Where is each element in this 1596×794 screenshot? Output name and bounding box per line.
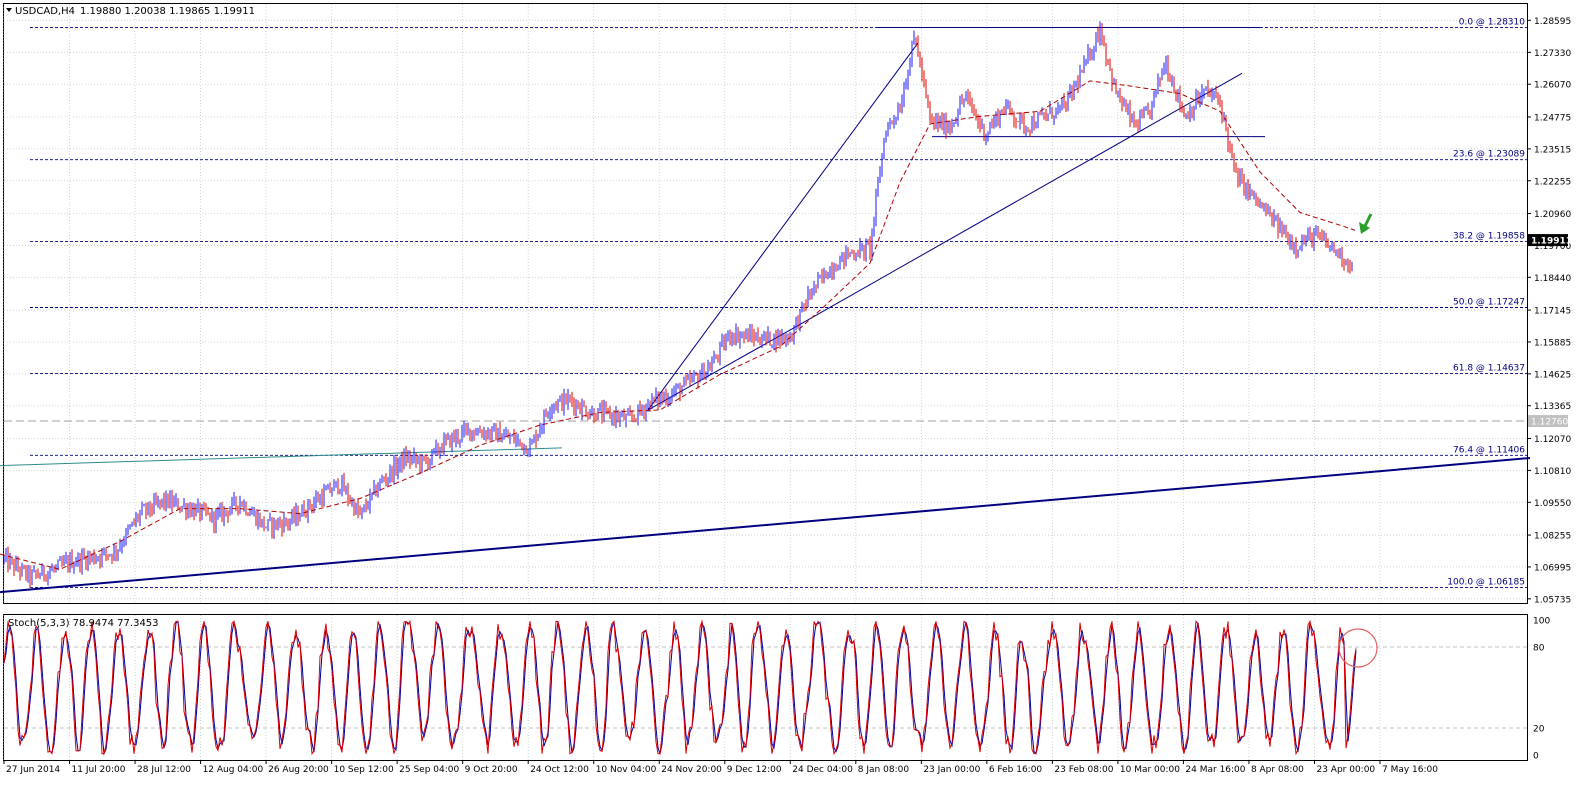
time-tick-label: 12 Aug 04:00 — [203, 765, 264, 775]
symbol-caption: USDCAD,H4 — [15, 6, 75, 17]
price-tick-label: 1.26070 — [1534, 81, 1571, 91]
time-tick-label: 10 Sep 12:00 — [334, 765, 394, 775]
horizontal-level-tag — [1528, 415, 1568, 428]
trendline[interactable] — [791, 72, 1243, 330]
time-tick-label: 24 Nov 20:00 — [661, 765, 722, 775]
fib-label: 38.2 @ 1.19858 — [1453, 231, 1525, 241]
fib-label: 61.8 @ 1.14637 — [1453, 364, 1525, 374]
ohlc-caption: 1.19880 1.20038 1.19865 1.19911 — [80, 6, 255, 17]
time-tick-label: 9 Oct 20:00 — [465, 765, 518, 775]
price-tick-label: 1.08255 — [1534, 532, 1571, 542]
stoch-tick-label: 0 — [1533, 752, 1539, 762]
price-tick-label: 1.23515 — [1534, 145, 1571, 155]
time-tick-label: 24 Mar 16:00 — [1185, 765, 1245, 775]
green-arrow-icon — [1359, 213, 1373, 234]
time-tick-label: 26 Aug 20:00 — [268, 765, 329, 775]
price-tick-label: 1.19700 — [1534, 242, 1571, 252]
fib-label: 23.6 @ 1.23089 — [1453, 150, 1525, 160]
trendline[interactable] — [0, 456, 1531, 594]
horizontal-level[interactable]: 1.12760 — [4, 415, 1568, 428]
price-tick-label: 1.28595 — [1534, 17, 1571, 27]
price-tick-label: 1.09550 — [1534, 499, 1571, 509]
price-tick-label: 1.13365 — [1534, 402, 1571, 412]
stochastic-lines — [3, 619, 1357, 756]
time-tick-label: 7 May 16:00 — [1382, 765, 1438, 775]
main-grid — [3, 4, 1527, 603]
time-tick-label: 10 Nov 04:00 — [596, 765, 657, 775]
fib-label: 50.0 @ 1.17247 — [1453, 297, 1525, 307]
price-tick-label: 1.15885 — [1534, 338, 1571, 348]
price-axis[interactable]: 1.28595 1.27330 1.26070 1.24775 1.23515 1.222… — [1527, 17, 1572, 606]
time-tick-label: 24 Oct 12:00 — [530, 765, 589, 775]
stoch-main-line — [3, 619, 1357, 756]
candles — [3, 21, 1353, 588]
current-price-tag — [1528, 234, 1568, 247]
time-tick-label: 28 Jul 12:00 — [137, 765, 191, 775]
price-tick-label: 1.24775 — [1534, 113, 1571, 123]
time-tick-label: 23 Jan 00:00 — [923, 765, 980, 775]
time-tick-label: 23 Apr 00:00 — [1316, 765, 1375, 775]
fibonacci-levels[interactable]: 0.0 @ 1.28310 23.6 @ 1.23089 38.2 @ 1.1985… — [30, 18, 1527, 588]
fib-label: 76.4 @ 1.11406 — [1453, 445, 1525, 455]
time-axis[interactable]: 27 Jun 2014 11 Jul 20:00 28 Jul 12:00 12 Au… — [3, 760, 1438, 775]
fib-label: 100.0 @ 1.06185 — [1447, 577, 1525, 587]
time-tick-label: 25 Sep 04:00 — [399, 765, 459, 775]
main-pane[interactable] — [3, 3, 1528, 604]
stochastic-axis: 100 80 20 0 — [1533, 617, 1550, 762]
current-price-label: 1.19911 — [1531, 237, 1572, 247]
trendline[interactable] — [647, 42, 919, 411]
price-tick-label: 1.20960 — [1534, 210, 1571, 220]
triangle-down-icon[interactable] — [6, 8, 12, 12]
highlight-circle-icon — [1338, 628, 1378, 668]
price-tick-label: 1.17145 — [1534, 307, 1571, 317]
time-tick-label: 8 Jan 08:00 — [858, 765, 910, 775]
time-tick-label: 11 Jul 20:00 — [72, 765, 126, 775]
horizontal-level-label: 1.12760 — [1531, 418, 1568, 428]
fib-label: 0.0 @ 1.28310 — [1459, 18, 1526, 28]
price-tick-label: 1.10810 — [1534, 467, 1571, 477]
time-tick-label: 23 Feb 08:00 — [1054, 765, 1113, 775]
price-tick-label: 1.06995 — [1534, 563, 1571, 573]
moving-average — [0, 80, 1356, 570]
time-tick-label: 24 Dec 04:00 — [792, 765, 853, 775]
time-tick-label: 10 Mar 00:00 — [1120, 765, 1180, 775]
moving-average-line — [0, 80, 1356, 570]
time-tick-label: 8 Apr 08:00 — [1251, 765, 1304, 775]
stoch-tick-label: 80 — [1533, 644, 1545, 654]
stochastic-caption: Stoch(5,3,3) 78.9474 77.3453 — [8, 618, 159, 629]
time-tick-label: 6 Feb 16:00 — [989, 765, 1043, 775]
time-tick-label: 27 Jun 2014 — [6, 765, 60, 775]
price-tick-label: 1.14625 — [1534, 370, 1571, 380]
stoch-tick-label: 100 — [1533, 617, 1550, 627]
price-tick-label: 1.22255 — [1534, 177, 1571, 187]
time-tick-label: 9 Dec 12:00 — [727, 765, 782, 775]
price-tick-label: 1.05735 — [1534, 595, 1571, 605]
stoch-tick-label: 20 — [1533, 725, 1545, 735]
price-tick-label: 1.27330 — [1534, 49, 1571, 59]
price-tick-label: 1.18440 — [1534, 274, 1571, 284]
price-tick-label: 1.12070 — [1534, 435, 1571, 445]
